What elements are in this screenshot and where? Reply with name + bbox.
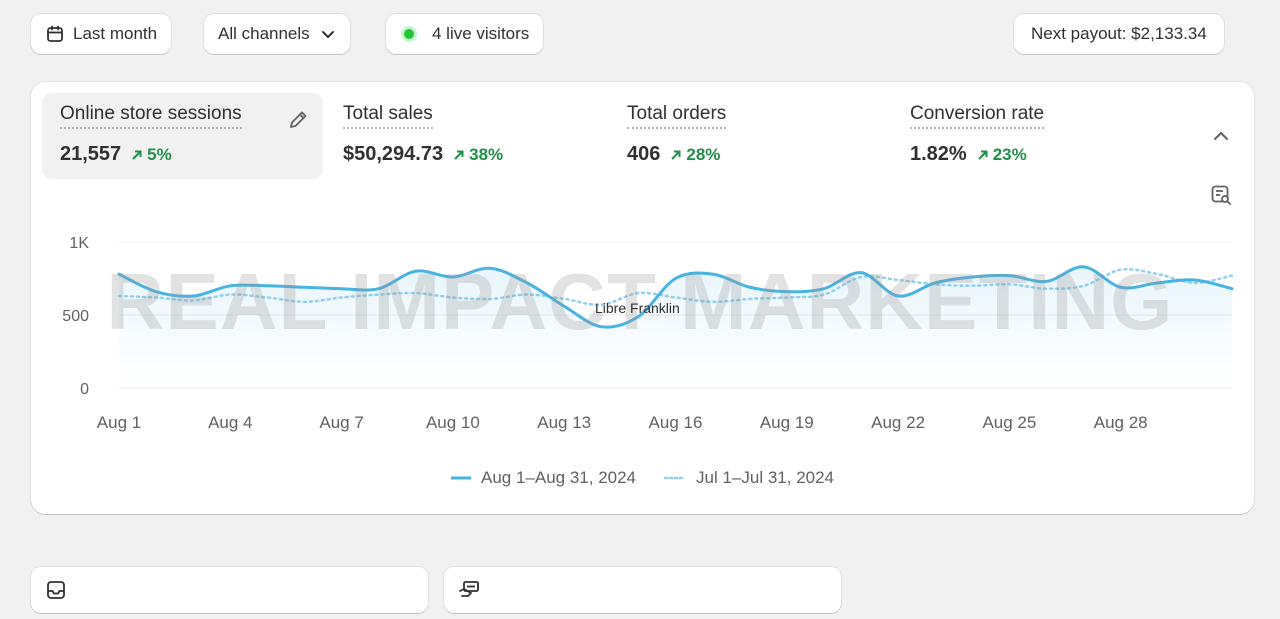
series-line-current <box>117 265 1234 329</box>
next-payout-label: Next payout: $2,133.34 <box>1031 24 1207 43</box>
metric-online-store-sessions[interactable]: Online store sessions 21,557 5% <box>42 93 323 179</box>
channels-dropdown[interactable]: All channels <box>204 14 350 54</box>
legend-label-current: Aug 1–Aug 31, 2024 <box>480 468 637 487</box>
x-tick-label: Aug 4 <box>208 413 252 432</box>
legend-solid-swatch <box>450 476 471 480</box>
next-payout-button[interactable]: Next payout: $2,133.34 <box>1014 14 1224 54</box>
metric-change: 28% <box>670 145 720 165</box>
y-tick-label: 500 <box>62 308 89 325</box>
series-line-previous <box>117 268 1234 307</box>
legend-label-previous: Jul 1–Jul 31, 2024 <box>696 468 835 487</box>
x-tick-label: Aug 25 <box>982 413 1036 432</box>
x-tick-label: Aug 13 <box>537 413 591 432</box>
arrow-up-right-icon <box>978 150 988 160</box>
metric-label: Total sales <box>343 103 433 129</box>
metric-total-orders[interactable]: Total orders 406 28% <box>609 93 889 179</box>
metric-label: Total orders <box>627 103 727 129</box>
metric-value: 21,557 <box>60 143 122 165</box>
live-visitors-label: 4 live visitors <box>432 24 530 43</box>
live-visitors-button[interactable]: 4 live visitors <box>386 14 544 54</box>
arrow-up-right-icon <box>671 150 681 160</box>
metric-label: Online store sessions <box>60 103 242 129</box>
metric-total-sales[interactable]: Total sales $50,294.73 38% <box>325 93 605 179</box>
y-tick-label: 1K <box>69 235 89 252</box>
date-range-button[interactable]: Last month <box>31 14 172 54</box>
series-area-current <box>119 266 1232 388</box>
chevron-down-icon <box>320 26 336 42</box>
x-tick-label: Aug 28 <box>1094 413 1148 432</box>
date-range-label: Last month <box>73 24 158 43</box>
orders-to-fulfill-button[interactable] <box>31 567 428 613</box>
legend-item-previous[interactable]: Jul 1–Jul 31, 2024 <box>664 468 834 488</box>
metric-value: 406 <box>627 143 661 165</box>
chevron-up-icon[interactable] <box>1211 126 1231 151</box>
metric-change: 38% <box>453 145 503 165</box>
x-tick-label: Aug 19 <box>760 413 814 432</box>
cash-hand-icon <box>458 579 482 601</box>
x-tick-label: Aug 1 <box>97 413 141 432</box>
chart-legend: Aug 1–Aug 31, 2024 Jul 1–Jul 31, 2024 <box>31 468 1254 488</box>
metric-change-value: 23% <box>992 144 1027 164</box>
legend-dotted-swatch <box>664 476 687 480</box>
metric-conversion-rate[interactable]: Conversion rate 1.82% 23% <box>892 93 1172 179</box>
metric-change-value: 28% <box>686 144 721 164</box>
metric-change-value: 5% <box>147 144 172 164</box>
analytics-card: Online store sessions 21,557 5% Total sa… <box>31 82 1254 514</box>
metric-value: 1.82% <box>910 143 967 165</box>
x-tick-label: Aug 10 <box>426 413 480 432</box>
metric-label: Conversion rate <box>910 103 1045 129</box>
metric-change-value: 38% <box>469 144 504 164</box>
live-dot-icon <box>400 25 418 43</box>
metric-change: 23% <box>977 145 1027 165</box>
metric-value: $50,294.73 <box>343 143 444 165</box>
payment-to-capture-button[interactable] <box>444 567 841 613</box>
y-tick-label: 0 <box>80 381 89 398</box>
sessions-line-chart: 0 500 1K Aug 1 Aug 4 Aug 7 Aug 10 Aug 13 Aug 16 A… <box>62 235 1234 432</box>
metric-change: 5% <box>131 145 172 165</box>
x-tick-label: Aug 7 <box>319 413 363 432</box>
arrow-up-right-icon <box>454 150 464 160</box>
data-table-icon[interactable] <box>1210 184 1232 211</box>
x-tick-label: Aug 22 <box>871 413 925 432</box>
legend-item-current[interactable]: Aug 1–Aug 31, 2024 <box>450 468 637 488</box>
inbox-icon <box>45 579 67 601</box>
pencil-icon[interactable] <box>287 109 309 136</box>
x-tick-label: Aug 16 <box>649 413 703 432</box>
arrow-up-right-icon <box>132 150 142 160</box>
channels-label: All channels <box>218 24 310 43</box>
calendar-icon <box>45 24 65 44</box>
